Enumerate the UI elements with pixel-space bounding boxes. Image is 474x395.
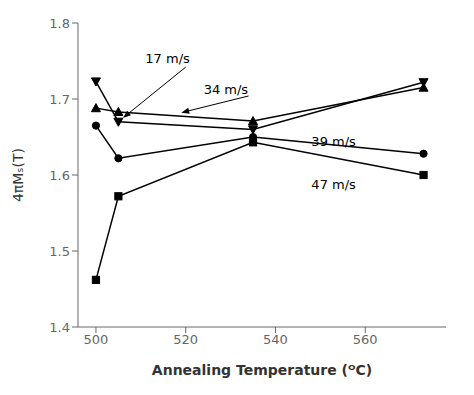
svg-text:1.6: 1.6 (49, 168, 70, 183)
svg-text:34 m/s: 34 m/s (204, 82, 249, 97)
svg-text:1.5: 1.5 (49, 244, 70, 259)
svg-text:1.8: 1.8 (49, 16, 70, 31)
svg-text:560: 560 (353, 332, 378, 347)
svg-text:540: 540 (263, 332, 288, 347)
svg-text:17 m/s: 17 m/s (145, 51, 190, 66)
svg-text:39 m/s: 39 m/s (311, 134, 356, 149)
svg-text:1.4: 1.4 (49, 320, 70, 335)
svg-text:500: 500 (84, 332, 109, 347)
svg-text:520: 520 (173, 332, 198, 347)
svg-text:1.7: 1.7 (49, 92, 70, 107)
svg-text:Annealing Temperature (ᴼC): Annealing Temperature (ᴼC) (152, 362, 372, 378)
svg-text:47 m/s: 47 m/s (311, 177, 356, 192)
svg-text:4πMₛ(T): 4πMₛ(T) (10, 148, 26, 202)
